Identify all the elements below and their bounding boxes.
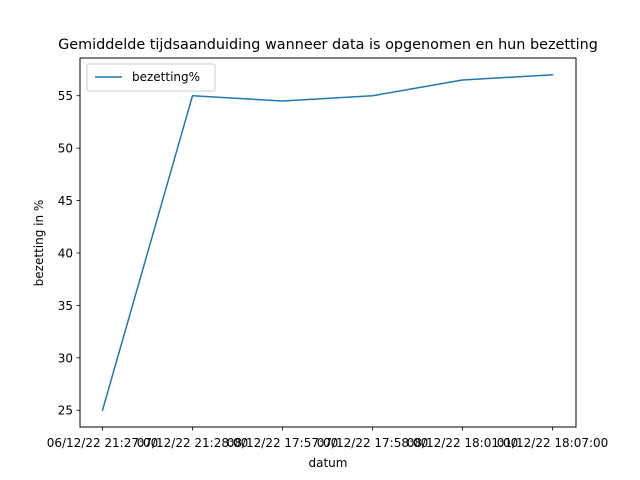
plot-frame [79,57,577,428]
series-layer [101,73,554,412]
x-tick-label: 07/12/22 21:28:00 [137,436,249,450]
legend-box [86,63,216,92]
legend: bezetting% [86,63,216,92]
x-tick-label: 07/12/22 17:58:00 [317,436,429,450]
y-tick-label: 35 [58,299,73,313]
series-line-bezetting [101,73,554,412]
x-axis-label: datum [309,456,348,470]
y-axis: 25 30 35 40 45 50 55 [58,89,80,418]
chart-title: Gemiddelde tijdsaanduiding wanneer data … [58,37,598,53]
y-tick-label: 55 [58,89,73,103]
y-tick-label: 40 [58,246,73,260]
plot-area [79,57,577,428]
y-tick-label: 50 [58,142,73,156]
x-tick-label: 08/12/22 18:01:00 [407,436,519,450]
legend-label: bezetting% [132,70,200,84]
x-tick-label: 06/12/22 21:27:00 [47,436,159,450]
x-tick-label: 08/12/22 17:57:00 [227,436,339,450]
y-tick-label: 25 [58,404,73,418]
y-tick-label: 30 [58,351,73,365]
y-tick-label: 45 [58,194,73,208]
y-axis-label: bezetting in % [32,200,46,287]
x-tick-label: 01/12/22 18:07:00 [497,436,609,450]
